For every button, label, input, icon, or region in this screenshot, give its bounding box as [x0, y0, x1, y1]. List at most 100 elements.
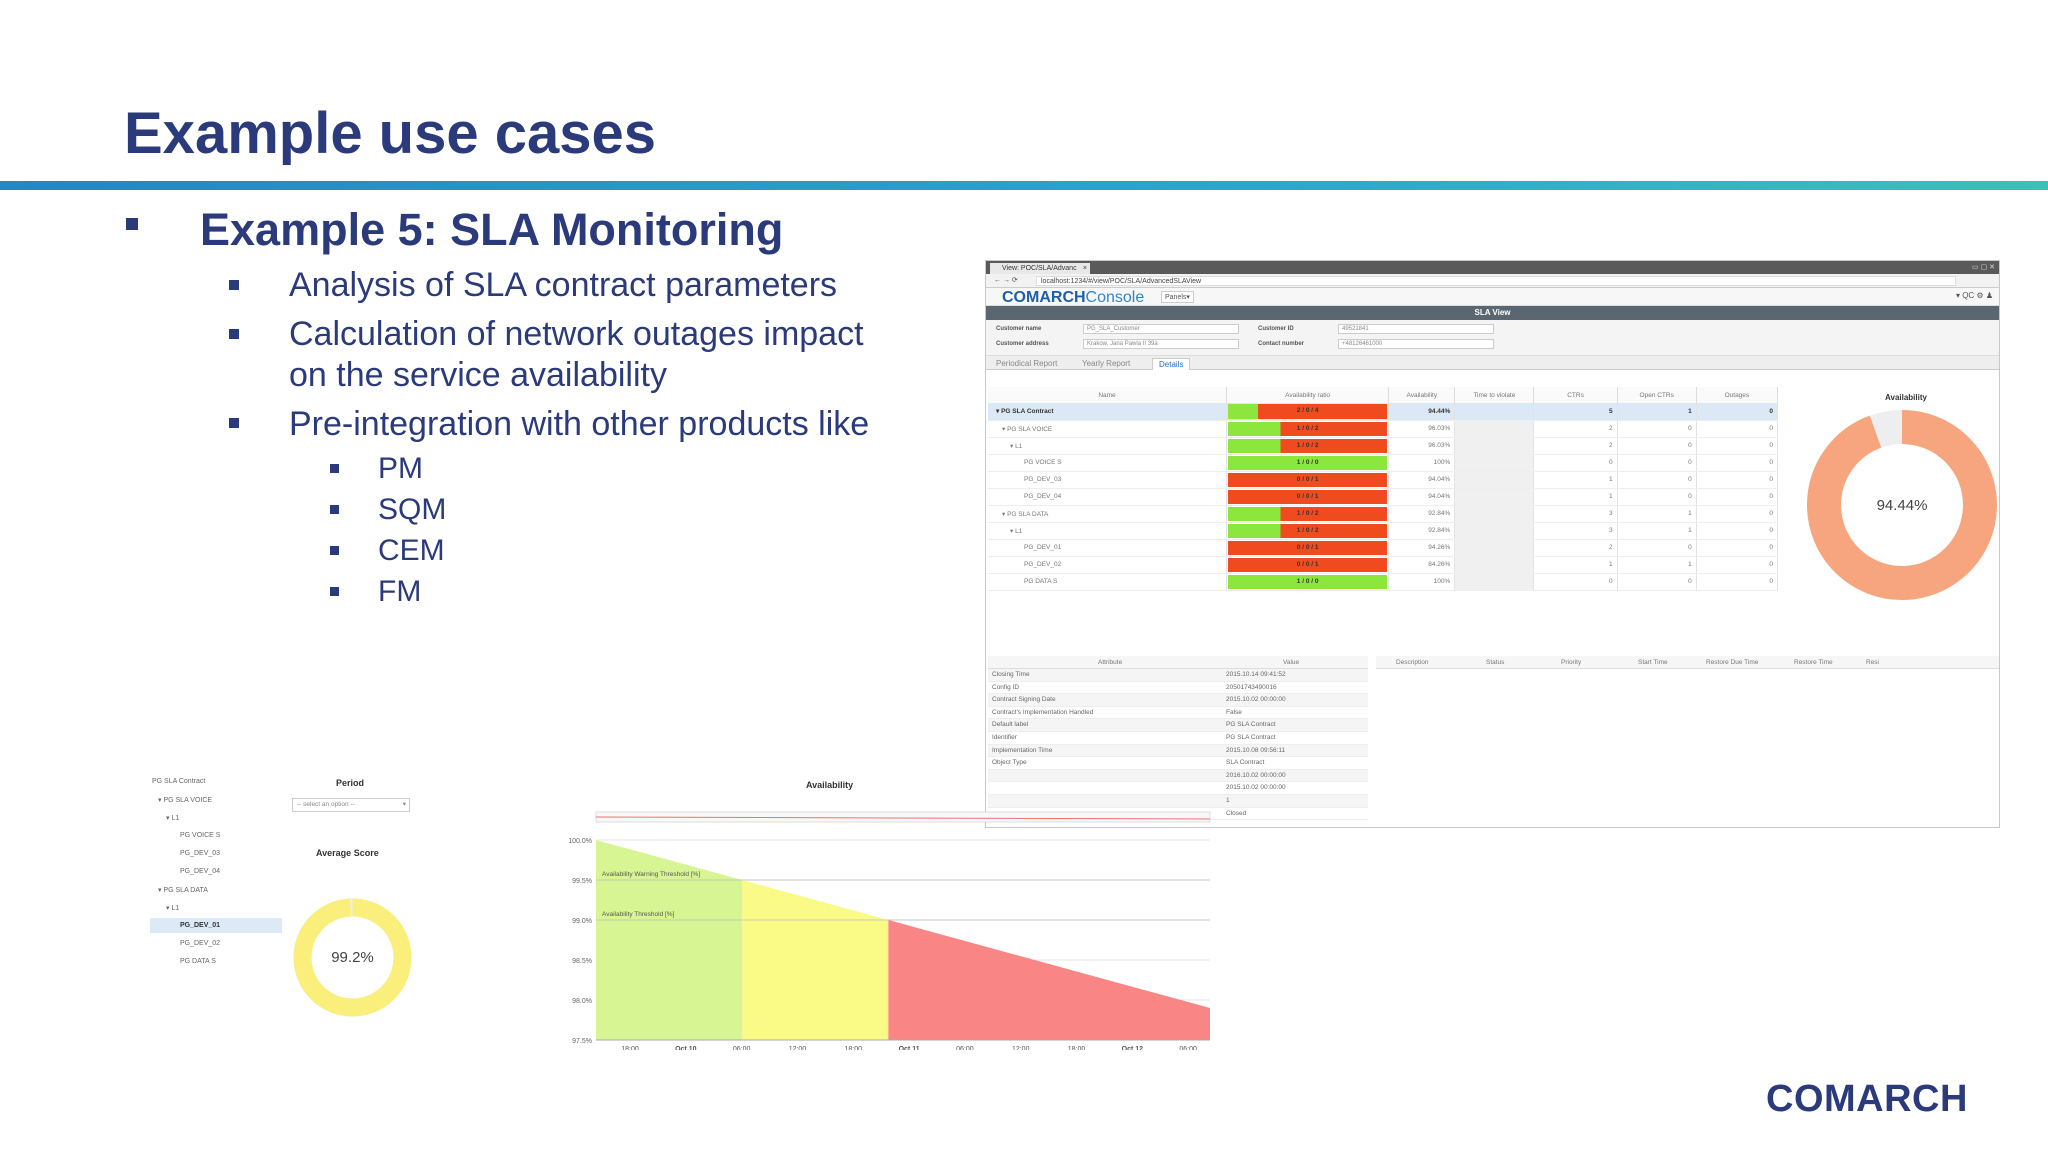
column-header[interactable]: Restore Due Time [1706, 659, 1759, 666]
availability-cell: 100% [1388, 573, 1456, 591]
table-row[interactable]: PG_DEV_01 0 / 0 / 1 94.26% 2 0 0 [988, 539, 1779, 557]
column-header[interactable]: Description [1396, 659, 1429, 666]
attribute-value: 2015.10.02 00:00:00 [1226, 696, 1286, 704]
tree-item[interactable]: PG_DEV_04 [180, 868, 221, 875]
x-tick-label: 06:00 [1179, 1046, 1197, 1050]
ratio-bar [1227, 455, 1388, 470]
contact-number-field[interactable]: +48126461000 [1338, 339, 1494, 349]
attribute-row[interactable]: Closing Time 2015.10.14 09:41:52 [988, 669, 1368, 682]
tab-yearly-report[interactable]: Yearly Report [1082, 359, 1131, 368]
nav-arrows-icon[interactable]: ← → ⟳ [994, 277, 1018, 284]
column-header[interactable]: Availability ratio [1226, 387, 1390, 403]
row-name: ▾ L1 [988, 437, 1227, 455]
user-menu[interactable]: ▾ QC ⚙ ♟ [1955, 291, 1993, 300]
section-heading: Example 5: SLA Monitoring [200, 204, 784, 255]
tab-title: View: POC/SLA/Advanc [1002, 265, 1077, 272]
table-row[interactable]: PG_DEV_02 0 / 0 / 1 84.26% 1 1 0 [988, 556, 1779, 574]
attribute-row[interactable]: Contract Signing Date 2015.10.02 00:00:00 [988, 694, 1368, 707]
tree-item[interactable]: ▾ PG SLA VOICE [158, 797, 213, 804]
sub-bullet-text: CEM [378, 534, 445, 567]
ctrs-cell: 2 [1533, 539, 1618, 557]
table-row[interactable]: ▾ PG SLA VOICE 1 / 0 / 2 96.03% 2 0 0 [988, 420, 1779, 438]
customer-name-field[interactable]: PG_SLA_Customer [1083, 324, 1239, 334]
customer-address-field[interactable]: Krakow, Jana Pawla II 39a [1083, 339, 1239, 349]
bullet-text: on the service availability [289, 356, 667, 394]
column-header[interactable]: Time to violate [1454, 387, 1535, 403]
column-header[interactable]: CTRs [1533, 387, 1618, 403]
panels-menu[interactable]: Panels▾ [1161, 291, 1194, 303]
ctrs-cell: 3 [1533, 505, 1618, 523]
outages-cell: 0 [1696, 488, 1779, 506]
column-header[interactable]: Restore Time [1794, 659, 1833, 666]
availability-cell: 84.26% [1388, 556, 1456, 574]
tree-item[interactable]: PG_DEV_03 [180, 850, 221, 857]
time-to-violate-cell [1454, 522, 1535, 540]
table-row[interactable]: ▾ L1 1 / 0 / 2 92.84% 3 1 0 [988, 522, 1779, 540]
table-row[interactable]: PG_DEV_04 0 / 0 / 1 94.04% 1 0 0 [988, 488, 1779, 506]
column-header[interactable]: Name [988, 387, 1227, 403]
column-header[interactable]: Start Time [1638, 659, 1668, 666]
attribute-row[interactable]: Identifier PG SLA Contract [988, 732, 1368, 745]
attribute-row[interactable]: 2016.10.02 00:00:00 [988, 769, 1368, 783]
column-header[interactable]: Availability [1388, 387, 1456, 403]
table-row[interactable]: ▾ L1 1 / 0 / 2 96.03% 2 0 0 [988, 437, 1779, 455]
time-to-violate-cell [1454, 505, 1535, 523]
navigator-line [595, 816, 1211, 820]
open-ctrs-cell: 0 [1617, 488, 1697, 506]
close-icon[interactable]: × [1082, 265, 1087, 272]
open-ctrs-cell: 0 [1617, 420, 1697, 438]
x-tick-label: 06:00 [956, 1046, 974, 1050]
column-header[interactable]: Status [1486, 659, 1505, 666]
tree-item[interactable]: PG SLA Contract [152, 778, 206, 785]
column-header[interactable]: Outages [1696, 387, 1779, 403]
tree-item[interactable]: ▾ L1 [166, 905, 180, 912]
tree-item[interactable]: PG VOICE S [180, 832, 221, 839]
bullet-text: Pre-integration with other products like [289, 405, 870, 443]
ctrs-cell: 1 [1533, 488, 1618, 506]
url-field[interactable]: localhost:1234/#/view/POC/SLA/AdvancedSL… [1036, 276, 1956, 286]
availability-cell: 94.04% [1388, 471, 1456, 489]
x-tick-label: 12:00 [789, 1046, 807, 1050]
customer-id-field[interactable]: 49521841 [1338, 324, 1494, 334]
y-tick-label: 97.5% [572, 1038, 592, 1045]
column-header[interactable]: Value [1283, 659, 1300, 666]
column-header[interactable]: Priority [1561, 659, 1582, 666]
ctrs-cell: 0 [1533, 454, 1618, 472]
attribute-row[interactable]: Object Type SLA Contract [988, 757, 1368, 770]
window-controls[interactable]: ▭ ▢ ✕ [1972, 264, 1995, 271]
table-row[interactable]: ▾ PG SLA Contract 2 / 0 / 4 94.44% 5 1 0 [988, 403, 1779, 421]
column-header[interactable]: Attribute [1098, 659, 1123, 666]
attribute-row[interactable]: Contract's Implementation Handled False [988, 707, 1368, 720]
table-row[interactable]: ▾ PG SLA DATA 1 / 0 / 2 92.84% 3 1 0 [988, 505, 1779, 523]
tree-item[interactable]: ▾ PG SLA DATA [158, 887, 208, 894]
tree-item[interactable]: PG_DEV_01 [180, 922, 221, 929]
column-header[interactable]: Open CTRs [1617, 387, 1697, 403]
donut-label: 94.44% [1877, 497, 1928, 514]
attribute-row[interactable]: 1 [988, 794, 1368, 808]
bullet-marker [229, 418, 239, 428]
attribute-row[interactable]: 2015.10.02 00:00:00 [988, 782, 1368, 795]
tree-item[interactable]: PG DATA S [180, 958, 216, 965]
availability-cell: 94.26% [1388, 539, 1456, 557]
ratio-bar [1227, 523, 1388, 538]
tab-periodical-report[interactable]: Periodical Report [996, 359, 1058, 368]
attribute-row[interactable]: Default label PG SLA Contract [988, 719, 1368, 732]
period-select[interactable]: -- select an option -- ▾ [292, 798, 410, 812]
tab-details[interactable]: Details [1152, 358, 1191, 370]
tree-item[interactable]: ▾ L1 [166, 815, 180, 822]
browser-urlbar: ← → ⟳ localhost:1234/#/view/POC/SLA/Adva… [986, 274, 1999, 288]
tree-item[interactable]: PG_DEV_02 [180, 940, 221, 947]
table-row[interactable]: PG_DEV_03 0 / 0 / 1 94.04% 1 0 0 [988, 471, 1779, 489]
x-tick-label: 18:00 [1068, 1046, 1086, 1050]
column-header[interactable]: Resi [1866, 659, 1880, 666]
customer-address-label: Customer address [996, 341, 1049, 347]
outages-cell: 0 [1696, 403, 1779, 421]
ratio-text: 1 / 0 / 2 [1296, 424, 1319, 432]
attribute-value: Closed [1226, 809, 1247, 817]
browser-tab[interactable]: View: POC/SLA/Advanc × [990, 263, 1090, 274]
attribute-row[interactable]: Config ID 20501743490016 [988, 682, 1368, 695]
attribute-row[interactable]: Implementation Time 2015.10.08 09:56:11 [988, 744, 1368, 758]
availability-cell: 94.04% [1388, 488, 1456, 506]
